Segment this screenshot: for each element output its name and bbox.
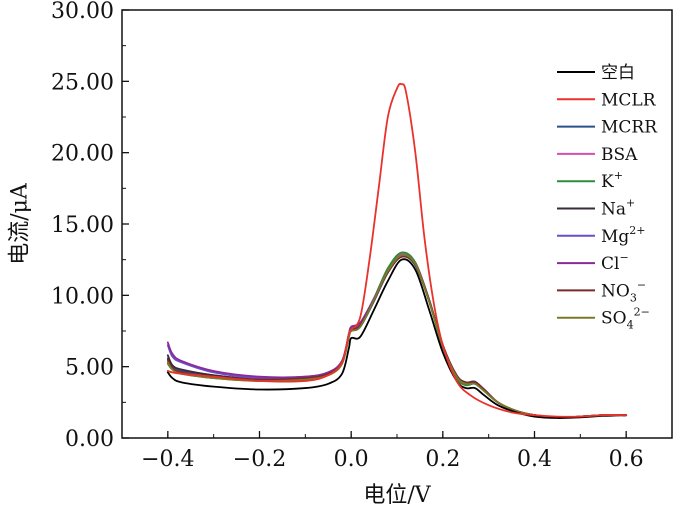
x-tick-label: 0.6 xyxy=(609,447,644,472)
legend-label-subscript: 4 xyxy=(627,319,634,332)
x-tick-label: −0.4 xyxy=(141,447,194,472)
x-tick-label: 0.0 xyxy=(334,447,369,472)
legend-label-superscript: 2+ xyxy=(629,224,645,237)
legend-label-superscript: + xyxy=(626,197,635,210)
legend-item: MCLR xyxy=(557,90,657,110)
legend-label: NO3− xyxy=(601,278,646,304)
legend-label: Cl− xyxy=(601,251,629,274)
x-axis-title: 电位/V xyxy=(363,483,431,508)
legend-label: 空白 xyxy=(601,63,635,83)
y-axis-title: 电流/μA xyxy=(8,182,33,265)
legend-label-base: MCRR xyxy=(601,118,658,138)
y-tick-label: 15.00 xyxy=(51,213,114,238)
legend-label-superscript: − xyxy=(637,278,646,291)
legend-item: BSA xyxy=(557,145,638,165)
legend-item: Na+ xyxy=(557,197,635,220)
legend-item: NO3− xyxy=(557,278,646,304)
legend-label: Mg2+ xyxy=(601,224,646,247)
x-tick-label: 0.4 xyxy=(517,447,552,472)
y-tick-label: 30.00 xyxy=(51,0,114,24)
legend-item: SO42− xyxy=(557,306,650,332)
legend-label-base: MCLR xyxy=(601,90,657,110)
legend-label-superscript: + xyxy=(614,169,623,182)
legend-label-base: BSA xyxy=(601,145,638,165)
legend-label-base: NO xyxy=(601,281,630,301)
legend-label: BSA xyxy=(601,145,638,165)
legend-item: K+ xyxy=(557,169,623,192)
legend-label: MCLR xyxy=(601,90,657,110)
legend-item: Cl− xyxy=(557,251,629,274)
y-tick-label: 10.00 xyxy=(51,284,114,309)
legend-label-base: Na xyxy=(601,200,626,220)
legend-label-base: SO xyxy=(601,309,627,329)
y-tick-label: 25.00 xyxy=(51,70,114,95)
legend-label-superscript: − xyxy=(619,251,628,264)
series-line-mclr xyxy=(166,82,628,418)
legend-label: Na+ xyxy=(601,197,635,220)
legend-label: K+ xyxy=(601,169,623,192)
legend-label: SO42− xyxy=(601,306,650,332)
y-tick-label: 5.00 xyxy=(65,356,114,381)
legend-label-base: Cl xyxy=(601,254,619,274)
legend-label-base: K xyxy=(601,172,614,192)
x-tick-label: 0.2 xyxy=(425,447,460,472)
y-tick-label: 0.00 xyxy=(65,427,114,452)
x-tick-label: −0.2 xyxy=(233,447,286,472)
legend-item: MCRR xyxy=(557,118,658,138)
legend-label: MCRR xyxy=(601,118,658,138)
legend-item: Mg2+ xyxy=(557,224,646,247)
ticks-layer: −0.4 −0.2 0.0 0.2 0.4 0.6 0.00 5.00 10.00 15.00 20… xyxy=(51,0,673,472)
legend-label-base: Mg xyxy=(601,227,629,247)
y-tick-label: 20.00 xyxy=(51,142,114,167)
legend-item: 空白 xyxy=(557,63,635,83)
series-layer xyxy=(166,82,628,419)
legend-label-superscript: 2− xyxy=(634,306,650,319)
legend-label-subscript: 3 xyxy=(630,291,637,304)
legend-label-base: 空白 xyxy=(601,63,635,83)
